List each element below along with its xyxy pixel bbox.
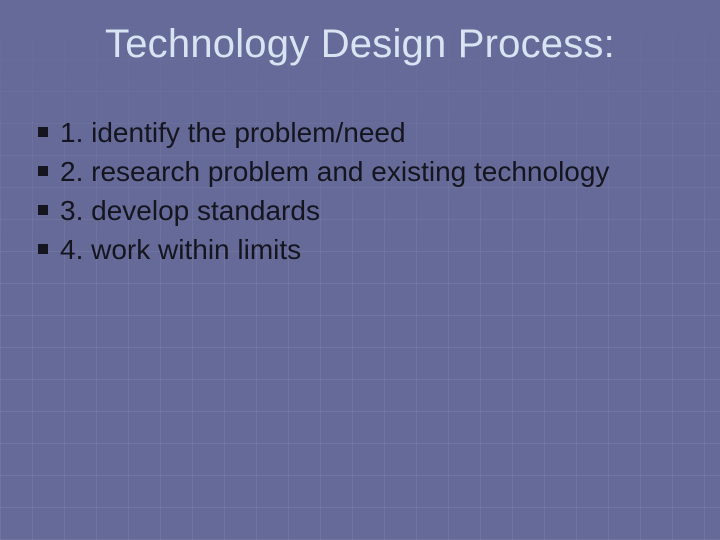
slide-title: Technology Design Process: (30, 22, 690, 67)
bullet-text: 4. work within limits (60, 232, 301, 267)
slide-content: Technology Design Process: 1. identify t… (0, 0, 720, 267)
slide: Technology Design Process: 1. identify t… (0, 0, 720, 540)
bullet-text: 2. research problem and existing technol… (60, 154, 609, 189)
list-item: 1. identify the problem/need (38, 115, 690, 150)
bullet-text: 1. identify the problem/need (60, 115, 406, 150)
list-item: 3. develop standards (38, 193, 690, 228)
bullet-icon (38, 127, 48, 137)
bullet-icon (38, 166, 48, 176)
bullet-text: 3. develop standards (60, 193, 320, 228)
bullet-icon (38, 205, 48, 215)
list-item: 2. research problem and existing technol… (38, 154, 690, 189)
bullet-list: 1. identify the problem/need 2. research… (30, 115, 690, 267)
list-item: 4. work within limits (38, 232, 690, 267)
bullet-icon (38, 244, 48, 254)
